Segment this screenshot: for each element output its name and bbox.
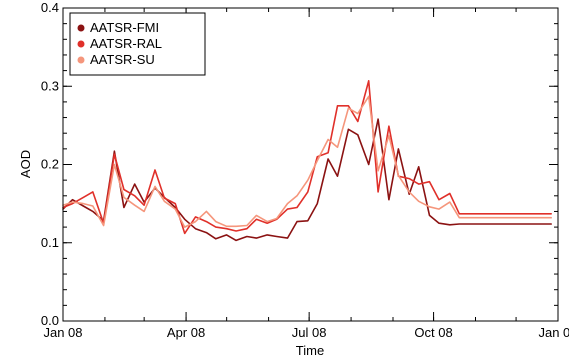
legend-box xyxy=(69,12,206,76)
y-tick-label: 0.1 xyxy=(41,235,59,250)
series-line-aatsr-fmi xyxy=(62,118,553,242)
x-tick-label: Apr 08 xyxy=(167,325,205,340)
y-tick-label: 0.3 xyxy=(41,78,59,93)
x-tick-label: Jan 09 xyxy=(538,325,569,340)
series-line-aatsr-su xyxy=(62,95,553,228)
y-tick-label: 0.2 xyxy=(41,157,59,172)
legend-label: AATSR-RAL xyxy=(90,36,162,51)
y-tick-label: 0.0 xyxy=(41,313,59,328)
x-axis-ticks: Jan 08 Apr 08 Jul 08 Oct 08 Jan 09 xyxy=(43,8,569,340)
y-axis-ticks: 0.0 0.1 0.2 0.3 0.4 xyxy=(41,0,558,328)
x-tick-label: Jan 08 xyxy=(43,325,82,340)
series-line-aatsr-ral xyxy=(62,80,553,235)
plot-lines xyxy=(62,80,553,242)
legend-marker xyxy=(77,24,85,32)
legend-label: AATSR-FMI xyxy=(90,20,159,35)
legend-marker xyxy=(77,56,85,64)
y-tick-label: 0.4 xyxy=(41,0,59,15)
legend-label: AATSR-SU xyxy=(90,52,155,67)
y-axis-title: AOD xyxy=(18,150,33,178)
x-tick-label: Jul 08 xyxy=(292,325,327,340)
x-axis-title: Time xyxy=(296,343,324,358)
legend-marker xyxy=(77,40,85,48)
x-tick-label: Oct 08 xyxy=(414,325,452,340)
